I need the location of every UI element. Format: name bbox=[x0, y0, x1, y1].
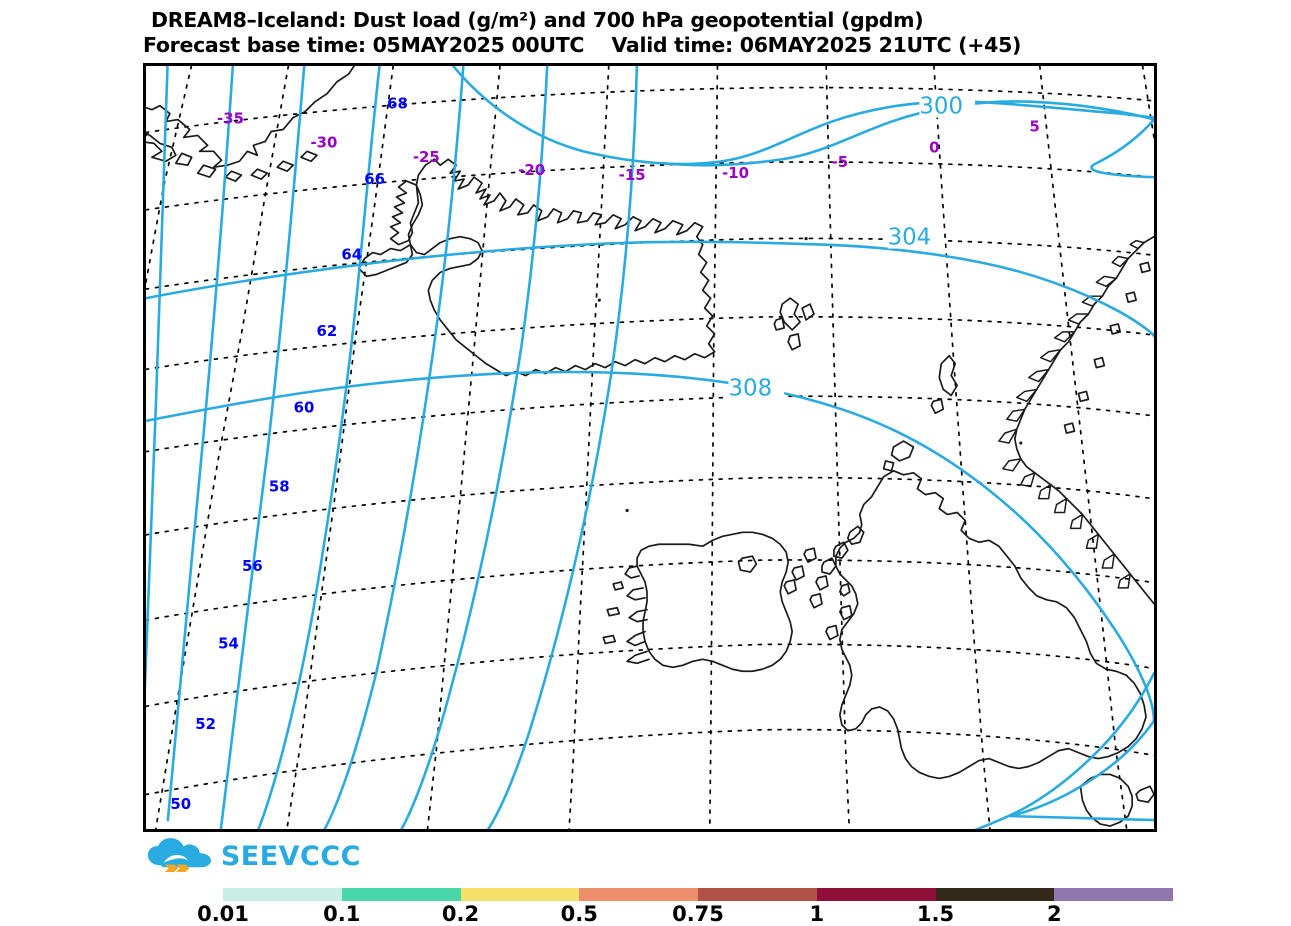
contour-308 bbox=[146, 370, 1154, 723]
lat-label-54: 54 bbox=[218, 634, 239, 652]
norway-fjords bbox=[998, 239, 1145, 589]
contour-label-308: 308 bbox=[729, 375, 773, 401]
lat-label-58: 58 bbox=[269, 478, 290, 496]
colorbar-segment-6 bbox=[935, 888, 1055, 901]
colorbar-tick-4: 0.75 bbox=[672, 902, 724, 926]
contour-extra-se bbox=[974, 671, 1154, 829]
iceland-snaefellsnes bbox=[357, 243, 414, 278]
lat-label-56: 56 bbox=[242, 557, 263, 575]
contour-e bbox=[323, 66, 465, 829]
iceland-westfjords bbox=[389, 180, 420, 246]
greenland-island-1 bbox=[146, 131, 177, 163]
lon-label-m10: -10 bbox=[722, 164, 749, 182]
contour-label-304: 304 bbox=[888, 225, 932, 251]
iceland-coast bbox=[407, 158, 716, 377]
colorbar-tick-1: 0.1 bbox=[323, 902, 361, 926]
contour-304 bbox=[146, 240, 1154, 338]
lon-label-m15: -15 bbox=[619, 166, 646, 184]
cloud-arrow-icon bbox=[147, 838, 211, 873]
lat-label-64: 64 bbox=[341, 245, 362, 263]
colorbar-segment-4 bbox=[698, 888, 817, 901]
title-line-2: Forecast base time: 05MAY2025 00UTC Vali… bbox=[143, 33, 1022, 57]
colorbar-segment-1 bbox=[341, 888, 461, 901]
contour-d bbox=[257, 66, 381, 829]
denmark-coast bbox=[1079, 773, 1133, 827]
lough-neagh bbox=[737, 555, 758, 573]
great-britain-coast bbox=[835, 469, 1147, 780]
title-line-1: DREAM8–Iceland: Dust load (g/m²) and 700… bbox=[151, 8, 924, 32]
dust-load-colorbar: 0.01 0.1 0.2 0.5 0.75 1 1.5 2 bbox=[197, 888, 1173, 926]
colorbar-strip bbox=[223, 888, 1173, 901]
lon-label-m30: -30 bbox=[310, 133, 337, 151]
norway-coast bbox=[1013, 235, 1154, 605]
seevccc-logo: SEEVCCC bbox=[146, 834, 361, 878]
contour-300-east bbox=[1090, 118, 1154, 179]
greenland-island-5 bbox=[250, 168, 269, 180]
colorbar-tick-6: 1.5 bbox=[916, 902, 955, 926]
contour-308-se bbox=[1009, 719, 1154, 822]
colorbar-segment-0 bbox=[223, 888, 342, 901]
colorbar-segment-5 bbox=[816, 888, 936, 901]
map-canvas: 300 304 308 68 66 64 62 60 58 56 54 52 bbox=[146, 66, 1154, 829]
colorbar-segment-7 bbox=[1054, 888, 1173, 901]
lat-label-68: 68 bbox=[387, 95, 408, 113]
shetland-islands bbox=[930, 354, 959, 415]
contour-300-west bbox=[451, 66, 1154, 166]
longitude-labels: -35 -30 -25 -20 -15 -10 -5 0 5 bbox=[217, 110, 1040, 185]
lon-label-0: 0 bbox=[929, 138, 939, 156]
greenland-island-2 bbox=[174, 152, 193, 167]
faroe-islands bbox=[773, 297, 815, 351]
lon-label-m20: -20 bbox=[518, 161, 545, 179]
latitude-labels: 68 66 64 62 60 58 56 54 52 50 bbox=[170, 95, 407, 813]
colorbar-tick-3: 0.5 bbox=[560, 902, 598, 926]
colorbar-tick-2: 0.2 bbox=[441, 902, 480, 926]
greenland-coast bbox=[146, 66, 356, 169]
ireland-coast bbox=[636, 531, 793, 673]
orkney-islands bbox=[882, 440, 915, 472]
page-title: DREAM8–Iceland: Dust load (g/m²) and 700… bbox=[143, 8, 1291, 58]
contour-g bbox=[486, 66, 639, 829]
colorbar-segment-3 bbox=[579, 888, 698, 901]
contour-300 bbox=[661, 100, 1154, 167]
contour-a bbox=[146, 66, 169, 697]
graticule-meridians bbox=[146, 66, 1154, 829]
greenland-island-3 bbox=[196, 164, 217, 178]
lat-label-62: 62 bbox=[317, 322, 338, 340]
lat-label-50: 50 bbox=[170, 795, 191, 813]
colorbar-tick-0: 0.01 bbox=[197, 902, 249, 926]
colorbar-segment-2 bbox=[460, 888, 580, 901]
greenland-island-6 bbox=[276, 160, 294, 173]
map-specks bbox=[597, 237, 1023, 513]
colorbar-tick-labels: 0.01 0.1 0.2 0.5 0.75 1 1.5 2 bbox=[197, 902, 1173, 926]
coastlines bbox=[146, 66, 1154, 827]
contour-b bbox=[166, 66, 235, 822]
lon-label-m35: -35 bbox=[217, 110, 244, 128]
lat-label-66: 66 bbox=[364, 170, 385, 188]
lat-label-60: 60 bbox=[294, 398, 315, 416]
ireland-west-detail bbox=[602, 565, 650, 665]
denmark-island bbox=[1135, 785, 1154, 804]
lat-label-52: 52 bbox=[195, 715, 216, 733]
map-frame: 300 304 308 68 66 64 62 60 58 56 54 52 bbox=[143, 63, 1157, 832]
isle-of-man bbox=[839, 583, 851, 597]
contour-labels: 300 304 308 bbox=[728, 94, 976, 401]
greenland-island-7 bbox=[300, 150, 318, 163]
contour-f bbox=[399, 66, 549, 829]
colorbar-tick-5: 1 bbox=[809, 902, 825, 926]
geopotential-contours bbox=[146, 66, 1154, 829]
colorbar-tick-7: 2 bbox=[1046, 902, 1062, 926]
logo-text: SEEVCCC bbox=[220, 840, 361, 872]
lon-label-m25: -25 bbox=[413, 148, 440, 166]
contour-label-300: 300 bbox=[919, 94, 963, 120]
contour-c bbox=[219, 66, 306, 829]
norway-islands bbox=[1063, 261, 1151, 434]
lon-label-5: 5 bbox=[1030, 117, 1040, 135]
hebrides-islands bbox=[783, 525, 865, 641]
lon-label-m5: -5 bbox=[832, 153, 849, 171]
greenland-island-4 bbox=[224, 170, 243, 182]
